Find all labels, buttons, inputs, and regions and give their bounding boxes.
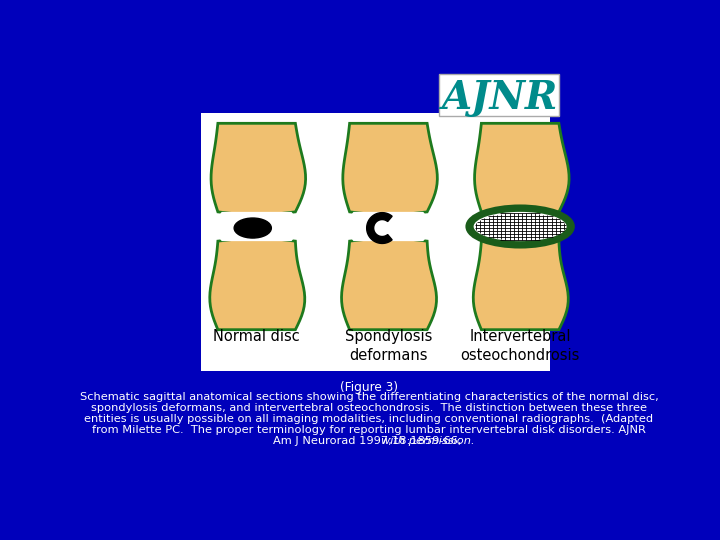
Polygon shape [366,213,392,244]
Polygon shape [210,238,305,330]
Text: Normal disc: Normal disc [213,329,300,344]
Text: entities is usually possible on all imaging modalities, including conventional r: entities is usually possible on all imag… [84,414,654,424]
Text: (Figure 3): (Figure 3) [340,381,398,394]
Polygon shape [341,238,436,330]
Text: from Milette PC.  The proper terminology for reporting lumbar intervertebral dis: from Milette PC. The proper terminology … [92,425,646,435]
Text: Am J Neurorad 1997;18:1859-66;: Am J Neurorad 1997;18:1859-66; [273,436,465,447]
Text: Schematic sagittal anatomical sections showing the differentiating characteristi: Schematic sagittal anatomical sections s… [80,392,658,402]
Polygon shape [342,212,435,241]
Polygon shape [474,212,567,241]
Text: spondylosis deformans, and intervertebral osteochondrosis.  The distinction betw: spondylosis deformans, and intervertebra… [91,403,647,413]
Polygon shape [211,123,305,215]
Text: AJNR: AJNR [441,78,557,117]
Polygon shape [210,212,303,241]
Text: Intervertebral
osteochondrosis: Intervertebral osteochondrosis [460,329,580,362]
Ellipse shape [468,207,572,246]
Ellipse shape [474,212,567,241]
Ellipse shape [234,218,271,238]
Text: with permission.: with permission. [381,436,475,447]
Text: Spondylosis
deformans: Spondylosis deformans [345,329,432,362]
Polygon shape [343,123,437,215]
Polygon shape [474,123,569,215]
Polygon shape [473,238,568,330]
Bar [201,113,549,372]
Bar [438,74,559,117]
